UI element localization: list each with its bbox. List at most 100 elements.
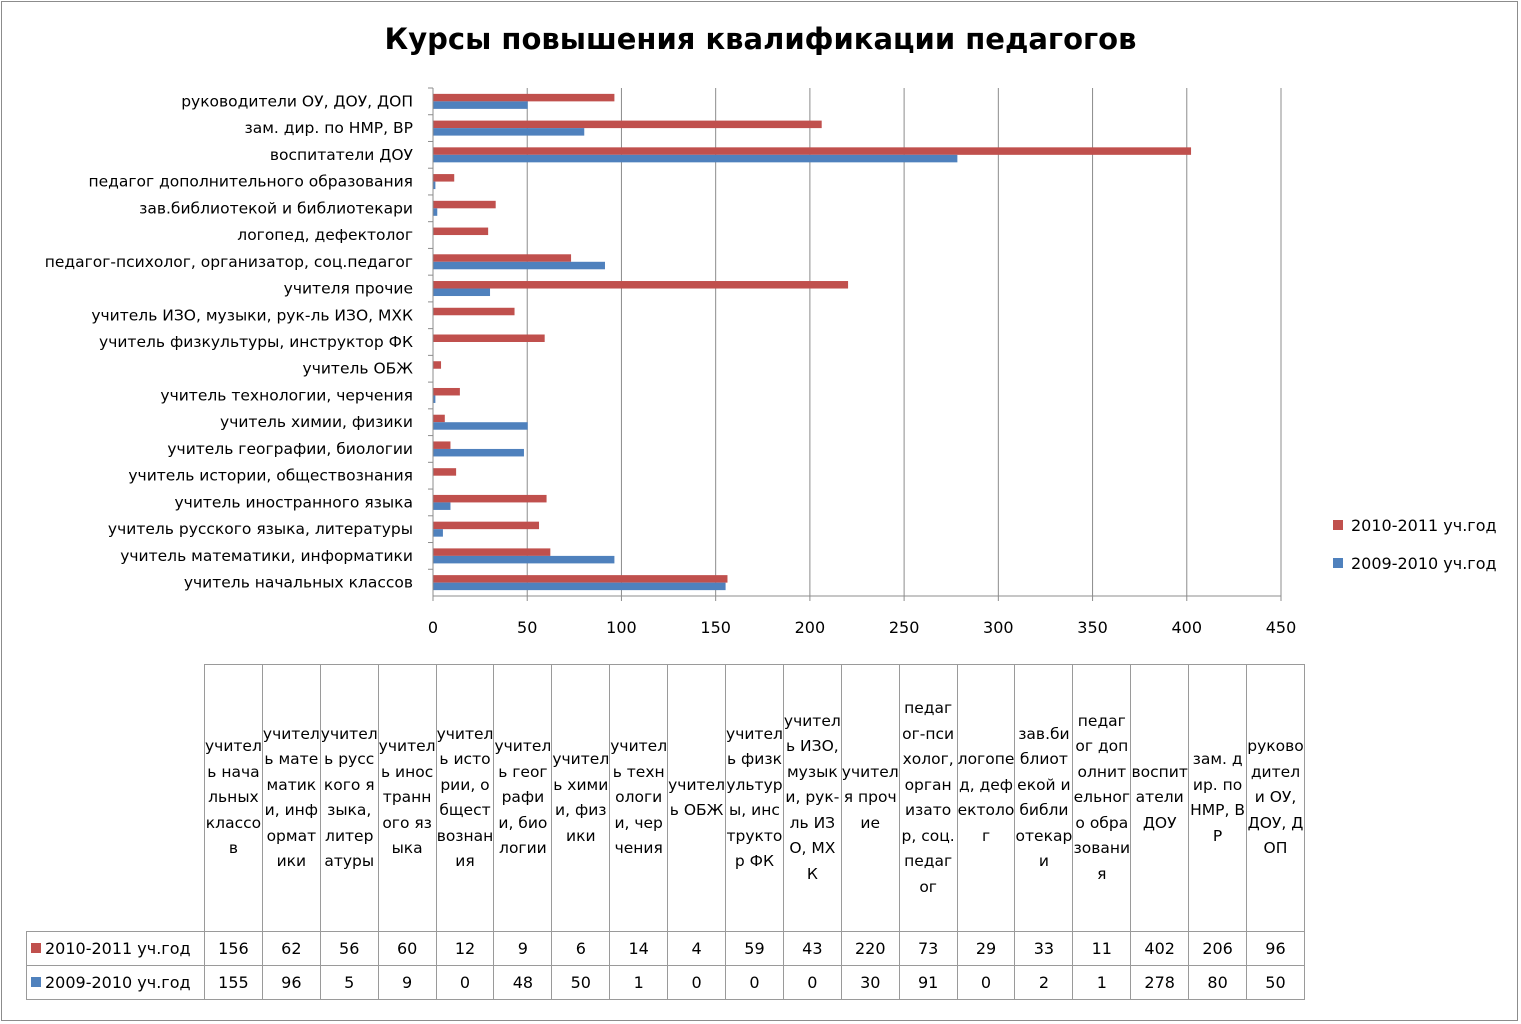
table-header-cell: учителя прочие bbox=[840, 664, 900, 932]
category-label: руководители ОУ, ДОУ, ДОП bbox=[181, 92, 413, 110]
table-value-cell: 50 bbox=[551, 965, 611, 1000]
table-value-cell: 56 bbox=[319, 931, 379, 966]
x-tick-label: 0 bbox=[428, 618, 438, 637]
table-value-cell: 62 bbox=[261, 931, 321, 966]
bar-2010-2011 bbox=[433, 93, 615, 102]
bar-2009-2010 bbox=[433, 448, 524, 457]
category-label: учитель иностранного языка bbox=[175, 493, 414, 511]
category-label: учитель ИЗО, музыки, рук-ль ИЗО, МХК bbox=[91, 306, 413, 324]
table-value-cell: 278 bbox=[1130, 965, 1190, 1000]
bar-2009-2010 bbox=[433, 154, 958, 163]
table-value-cell: 9 bbox=[377, 965, 437, 1000]
category-label: учитель русского языка, литературы bbox=[108, 520, 413, 538]
table-value-cell: 0 bbox=[435, 965, 495, 1000]
table-header-cell: учитель русского языка, литературы bbox=[319, 664, 379, 932]
table-header-cell: педагог дополнительного образования bbox=[1072, 664, 1132, 932]
category-label: учитель истории, обществознания bbox=[128, 467, 413, 485]
table-value-cell: 155 bbox=[204, 965, 263, 1000]
bar-2010-2011 bbox=[433, 120, 822, 129]
table-value-cell: 29 bbox=[956, 931, 1016, 966]
x-tick-label: 50 bbox=[517, 618, 537, 637]
category-label: учитель ОБЖ bbox=[303, 360, 414, 378]
table-value-cell: 0 bbox=[725, 965, 784, 1000]
table-value-cell: 4 bbox=[667, 931, 727, 966]
category-label: учитель математики, информатики bbox=[120, 547, 413, 565]
bar-2010-2011 bbox=[433, 441, 451, 449]
bar-2010-2011 bbox=[433, 307, 515, 316]
table-header-cell: учитель ОБЖ bbox=[667, 664, 727, 932]
table-header-cell: учитель географии, биологии bbox=[493, 664, 553, 932]
table-row: 2010-2011 уч.год 156 62 56 60 12 9 6 14 4 59 43 220 7… bbox=[26, 931, 1305, 966]
table-value-cell: 80 bbox=[1188, 965, 1248, 1000]
table-legend-key bbox=[31, 943, 41, 953]
bar-2010-2011 bbox=[433, 387, 460, 396]
table-value-cell: 12 bbox=[435, 931, 495, 966]
table-series-label: 2010-2011 уч.год bbox=[45, 939, 191, 958]
legend-swatch-2009-2010 bbox=[1333, 558, 1343, 568]
category-label: учитель географии, биологии bbox=[167, 440, 413, 458]
bar-2010-2011 bbox=[433, 361, 442, 369]
bar-2009-2010 bbox=[433, 208, 438, 216]
table-value-cell: 402 bbox=[1130, 931, 1190, 966]
table-value-cell: 1 bbox=[1072, 965, 1132, 1000]
bar-2010-2011 bbox=[433, 281, 849, 289]
table-value-cell: 73 bbox=[898, 931, 958, 966]
legend-item-2009-2010: 2009-2010 уч.год bbox=[1333, 552, 1497, 574]
bar-2010-2011 bbox=[433, 468, 457, 476]
table-header-cell: зав.библиотекой и библиотекари bbox=[1014, 664, 1074, 932]
table-header-cell: учитель ИЗО, музыки, рук-ль ИЗО, МХК bbox=[782, 664, 842, 932]
bar-2009-2010 bbox=[433, 582, 726, 591]
bar-2010-2011 bbox=[433, 227, 489, 236]
legend-swatch-2010-2011 bbox=[1333, 520, 1343, 530]
bar-2010-2011 bbox=[433, 494, 547, 503]
bar-2010-2011 bbox=[433, 147, 1192, 155]
table-series-name-cell: 2009-2010 уч.год bbox=[26, 965, 205, 1000]
bar-2010-2011 bbox=[433, 174, 455, 182]
table-value-cell: 6 bbox=[551, 931, 611, 966]
bar-chart-plot: 0 50 100 150 200 250 300 350 400 450 учитель начал… bbox=[45, 87, 1296, 637]
x-tick-label: 150 bbox=[700, 618, 731, 637]
bar-2009-2010 bbox=[433, 502, 451, 510]
table-value-cell: 0 bbox=[956, 965, 1016, 1000]
table-value-cell: 1 bbox=[609, 965, 669, 1000]
table-header-cell: зам. дир. по НМР, ВР bbox=[1188, 664, 1248, 932]
table-header-cell: учитель истории, обществознания bbox=[435, 664, 495, 932]
table-value-cell: 11 bbox=[1072, 931, 1132, 966]
bar-2009-2010 bbox=[433, 555, 615, 564]
table-value-cell: 96 bbox=[261, 965, 321, 1000]
category-label: воспитатели ДОУ bbox=[270, 146, 414, 164]
bar-2009-2010 bbox=[433, 101, 528, 109]
table-header-cell: учитель химии, физики bbox=[551, 664, 611, 932]
category-label: педагог-психолог, организатор, соц.педаг… bbox=[45, 253, 413, 271]
category-label: учитель химии, физики bbox=[220, 413, 413, 431]
table-value-cell: 96 bbox=[1246, 931, 1305, 966]
table-value-cell: 0 bbox=[667, 965, 727, 1000]
category-label: учитель физкультуры, инструктор ФК bbox=[99, 333, 413, 351]
table-value-cell: 60 bbox=[377, 931, 437, 966]
table-header-cell: логопед, дефектолог bbox=[956, 664, 1016, 932]
table-header-cell: учитель начальных классов bbox=[204, 664, 263, 932]
bar-2010-2011 bbox=[433, 254, 572, 262]
table-value-cell: 206 bbox=[1188, 931, 1248, 966]
bar-2010-2011 bbox=[433, 334, 545, 342]
category-label: логопед, дефектолог bbox=[237, 226, 413, 244]
table-value-cell: 220 bbox=[840, 931, 900, 966]
table-header-cell: педагог-психолог, организатор, соц.педаг… bbox=[898, 664, 958, 932]
category-label: учитель технологии, черчения bbox=[160, 386, 413, 404]
bar-2010-2011 bbox=[433, 414, 445, 423]
x-tick-label: 200 bbox=[795, 618, 826, 637]
table-series-label: 2009-2010 уч.год bbox=[45, 973, 191, 992]
table-header-cell: учитель математики, информатики bbox=[261, 664, 321, 932]
x-tick-label: 300 bbox=[983, 618, 1014, 637]
x-tick-label: 350 bbox=[1077, 618, 1108, 637]
bar-2009-2010 bbox=[433, 529, 443, 537]
bar-2010-2011 bbox=[433, 200, 496, 209]
data-table-header-row: учитель начальных классов учитель математ… bbox=[26, 664, 1305, 932]
table-value-cell: 156 bbox=[204, 931, 263, 966]
x-tick-label: 250 bbox=[889, 618, 920, 637]
table-row: 2009-2010 уч.год 155 96 5 9 0 48 50 1 0 0 0 30 91 0 2 1 2… bbox=[26, 965, 1305, 1000]
category-label: учителя прочие bbox=[284, 280, 413, 298]
bar-2009-2010 bbox=[433, 128, 585, 136]
table-value-cell: 50 bbox=[1246, 965, 1305, 1000]
